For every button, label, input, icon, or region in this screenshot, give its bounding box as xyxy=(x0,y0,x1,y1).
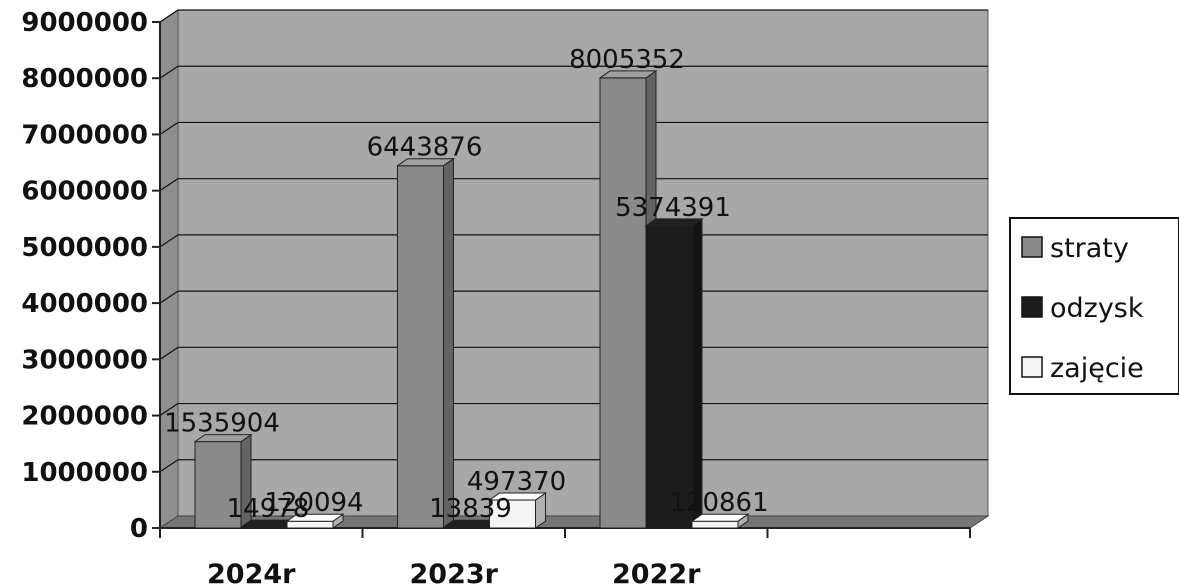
gridline xyxy=(159,65,179,79)
bar-front xyxy=(691,520,739,529)
y-tick-label: 8000000 xyxy=(21,64,148,94)
y-tick-label: 0 xyxy=(130,514,148,544)
data-label-straty-2022r: 8005352 xyxy=(569,45,685,75)
gridline xyxy=(159,346,179,360)
gridline xyxy=(159,290,179,304)
legend-label-odzysk: odzysk xyxy=(1050,293,1144,324)
x-axis: 2024r 2023r 2022r xyxy=(159,527,971,588)
x-tick-label: 2024r xyxy=(207,559,296,588)
legend-swatch-zajecie xyxy=(1021,356,1043,378)
data-label-zajęcie-2023r: 497370 xyxy=(467,467,566,497)
y-tick-label: 7000000 xyxy=(21,120,148,150)
gridline xyxy=(159,234,179,248)
side-wall xyxy=(159,9,179,529)
bar-top xyxy=(690,513,750,522)
data-label-straty-2024r: 1535904 xyxy=(164,409,280,439)
gridline xyxy=(159,9,179,23)
bar-top xyxy=(285,513,345,522)
x-tick-label: 2023r xyxy=(410,559,499,588)
data-label-odzysk-2022r: 5374391 xyxy=(615,193,731,223)
bar-straty-2022r xyxy=(598,69,658,529)
bar-straty-2024r xyxy=(193,433,253,529)
bar-side xyxy=(443,157,454,529)
legend-label-straty: straty xyxy=(1050,233,1129,264)
legend-swatch-odzysk xyxy=(1021,296,1043,318)
bar-front xyxy=(397,165,444,529)
gridline xyxy=(159,459,179,473)
gridline xyxy=(159,121,179,135)
data-label-zajęcie-2022r: 120861 xyxy=(669,488,768,518)
legend-swatch-straty xyxy=(1021,236,1043,258)
y-tick-label: 2000000 xyxy=(21,402,148,432)
bar-top xyxy=(644,218,704,227)
bar-zajęcie-2023r xyxy=(487,492,548,529)
gridlines xyxy=(159,9,988,473)
bar-top xyxy=(598,70,658,79)
data-label-zajęcie-2024r: 120094 xyxy=(264,488,363,518)
y-tick-label: 4000000 xyxy=(21,289,148,319)
gridline xyxy=(159,178,179,192)
y-tick-label: 5000000 xyxy=(21,233,148,263)
bar-top xyxy=(395,158,456,167)
bar-front xyxy=(194,441,242,529)
y-tick-label: 9000000 xyxy=(21,8,148,38)
legend-label-zajecie: zajęcie xyxy=(1050,353,1144,384)
bar-zajęcie-2024r xyxy=(285,513,345,529)
data-label-odzysk-2023r: 13839 xyxy=(429,494,512,524)
bars xyxy=(193,69,750,529)
gridline xyxy=(159,403,179,417)
bar-zajęcie-2022r xyxy=(690,513,750,529)
plot-area xyxy=(158,9,990,529)
bar-top xyxy=(193,434,253,443)
data-label-odzysk-2024r: 14978 xyxy=(227,494,310,524)
y-axis: 0 1000000 2000000 3000000 4000000 5000000 6000… xyxy=(21,8,161,544)
y-tick-label: 3000000 xyxy=(21,345,148,375)
bar-front xyxy=(599,77,647,529)
bar-front xyxy=(645,225,693,529)
y-tick-label: 6000000 xyxy=(21,177,148,207)
bar-front xyxy=(489,499,536,529)
bar-odzysk-2022r xyxy=(644,217,704,529)
bar-top xyxy=(487,492,548,501)
data-label-straty-2023r: 6443876 xyxy=(367,133,483,163)
bar-straty-2023r xyxy=(395,157,456,529)
bar-side xyxy=(691,217,703,529)
legend: straty odzysk zajęcie xyxy=(1009,217,1179,395)
x-tick-label: 2022r xyxy=(612,559,701,588)
back-wall xyxy=(177,9,989,517)
y-tick-label: 1000000 xyxy=(21,458,148,488)
